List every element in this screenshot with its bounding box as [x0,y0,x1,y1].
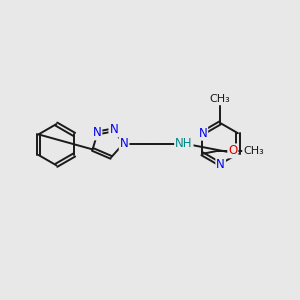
Text: N: N [216,158,225,171]
Text: CH₃: CH₃ [243,146,264,156]
Text: N: N [198,127,207,140]
Text: N: N [110,124,118,136]
Text: NH: NH [175,137,193,150]
Text: N: N [120,137,128,150]
Text: CH₃: CH₃ [210,94,230,104]
Text: N: N [93,126,101,140]
Text: O: O [228,144,238,158]
